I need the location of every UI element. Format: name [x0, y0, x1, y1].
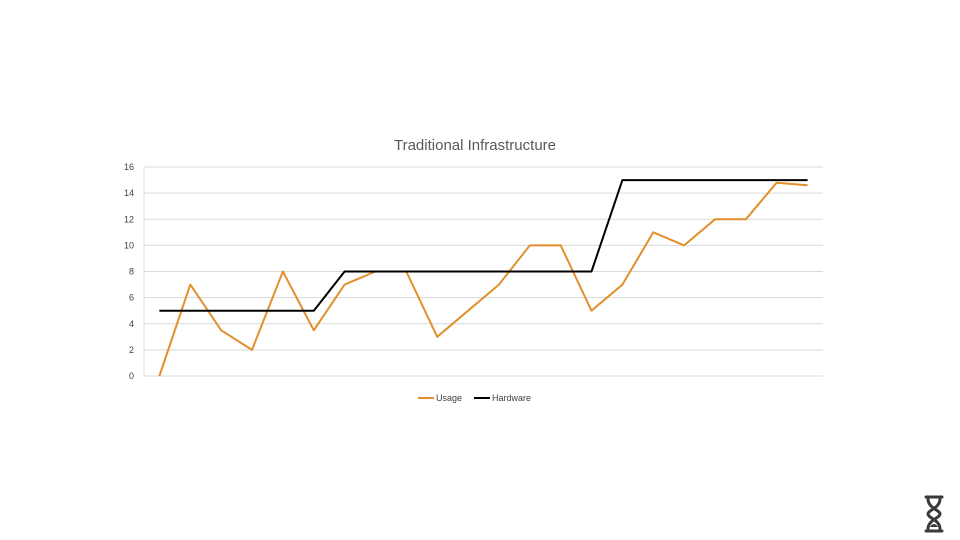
y-tick-label: 0	[129, 371, 134, 381]
series-line-hardware	[159, 179, 808, 312]
legend: Usage Hardware	[418, 393, 531, 403]
chart-title: Traditional Infrastructure	[394, 137, 556, 154]
y-tick-label: 10	[124, 240, 134, 250]
y-tick-label: 6	[129, 293, 134, 303]
y-tick-label: 8	[129, 267, 134, 277]
y-tick-label: 16	[124, 162, 134, 172]
series-line-usage	[158, 181, 808, 377]
y-axis-tick-labels: 0 2 4 6 8 10 12 14 16	[124, 162, 134, 381]
y-tick-label: 2	[129, 345, 134, 355]
legend-label-hardware: Hardware	[492, 393, 531, 403]
y-tick-label: 14	[124, 188, 134, 198]
y-tick-label: 12	[124, 214, 134, 224]
y-tick-label: 4	[129, 319, 134, 329]
legend-label-usage: Usage	[436, 393, 462, 403]
series-lines	[158, 179, 808, 377]
hourglass-logo-icon	[924, 495, 944, 533]
